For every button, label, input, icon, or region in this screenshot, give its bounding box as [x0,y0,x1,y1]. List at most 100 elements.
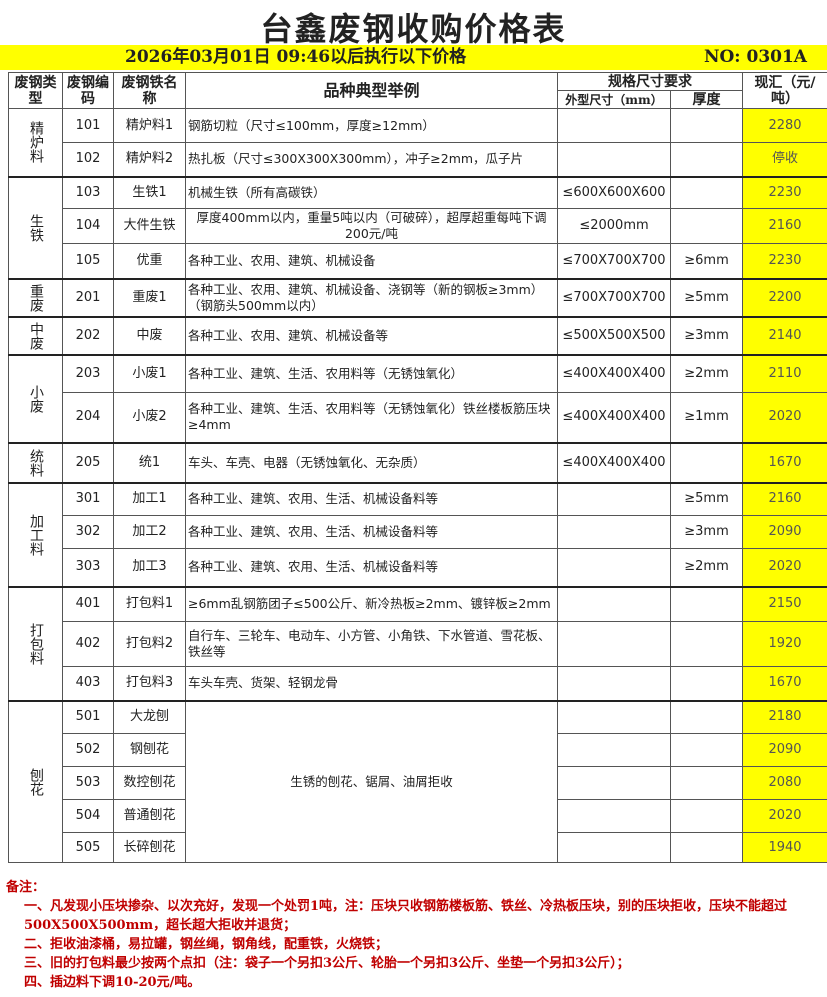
table-row: 402 打包料2 自行车、三轮车、电动车、小方管、小角铁、下水管道、雪花板、铁丝等 1… [9,621,827,667]
item-desc: 厚度400mm以内，重量5吨以内（可破碎），超厚超重每吨下调200元/吨 [185,208,558,244]
outer-size [557,666,671,701]
price-value: 2200 [742,277,827,317]
thickness: ≥1mm [670,392,743,443]
outer-size [557,548,671,587]
table-row: 打包料 401 打包料1 ≥6mm乱钢筋团子≤500公斤、新冷热板≥2mm、镀锌板≥2… [8,585,827,701]
thickness: ≥3mm [670,515,743,549]
outer-size [557,733,671,767]
item-name: 打包料1 [113,585,186,622]
price-value: 2230 [742,243,827,279]
notes-title: 备注： [6,880,46,895]
item-desc: 各种工业、建筑、农用、生活、机械设备料等 [185,548,558,587]
price-value: 2020 [742,548,827,587]
note-2: 二、拒收油漆桶，易拉罐，钢丝绳，钢角线，配重铁，火烧铁； [24,937,389,952]
thickness: ≥2mm [670,353,743,393]
item-desc: 各种工业、建筑、农用、生活、机械设备料等 [185,515,558,549]
table-row: 刨花 501 大龙刨 生锈的刨花、锯屑、油屑拒收 2180 [8,699,827,863]
table-row: 中废 202 中废 各种工业、农用、建筑、机械设备等 ≤500X500X500 ≥3mm 2… [8,315,827,355]
item-desc: 钢筋切粒（尺寸≤100mm，厚度≥12mm） [185,108,558,143]
item-name: 优重 [113,243,186,279]
table-row: 生铁 103 生铁1 机械生铁（所有高碳铁） ≤600X600X600 2230 [8,175,827,279]
price-value: 2180 [742,699,827,734]
thickness: ≥6mm [670,243,743,279]
thickness [670,441,743,483]
effective-date: 2026年03月01日 09:46以后执行以下价格 [125,47,467,67]
table-row: 403 打包料3 车头车壳、货架、轻钢龙骨 1670 [9,666,827,701]
item-code: 503 [62,766,114,800]
item-name: 大龙刨 [113,699,186,734]
item-code: 504 [62,799,114,833]
item-desc: 各种工业、农用、建筑、机械设备 [185,243,558,279]
outer-size [557,621,671,667]
outer-size [557,142,671,177]
thickness [670,733,743,767]
thickness: ≥2mm [670,548,743,587]
item-name: 打包料2 [113,621,186,667]
price-table: 废钢类型 废钢编码 废钢铁名称 品种典型举例 规格尺寸要求 现汇（元/吨） 外型… [8,72,827,863]
thickness [670,832,743,863]
item-name: 普通刨花 [113,799,186,833]
category-label: 小废 [8,353,63,443]
item-desc: 车头、车壳、电器（无锈蚀氧化、无杂质） [185,441,558,483]
item-code: 201 [62,277,114,317]
thickness [670,585,743,622]
outer-size [557,481,671,516]
table-row: 502 钢刨花 2090 [9,733,827,767]
header-desc: 品种典型举例 [185,72,558,109]
price-value: 1670 [742,441,827,483]
item-name: 打包料3 [113,666,186,701]
item-code: 502 [62,733,114,767]
thickness [670,175,743,209]
thickness [670,699,743,734]
header-code: 废钢编码 [62,72,114,109]
page-title: 台鑫废钢收购价格表 [260,10,567,48]
item-code: 203 [62,353,114,393]
item-name: 钢刨花 [113,733,186,767]
item-name: 加工2 [113,515,186,549]
item-code: 501 [62,699,114,734]
table-row: 加工料 301 加工1 各种工业、建筑、农用、生活、机械设备料等 ≥5mm 2160 [8,481,827,587]
table-row: 303 加工3 各种工业、建筑、农用、生活、机械设备料等 ≥2mm 2020 [9,548,827,587]
outer-size [557,108,671,143]
thickness [670,799,743,833]
outer-size [557,699,671,734]
item-code: 301 [62,481,114,516]
price-value: 2230 [742,175,827,209]
item-name: 加工3 [113,548,186,587]
category-label: 中废 [8,315,63,355]
item-code: 505 [62,832,114,863]
category-label: 打包料 [8,585,63,701]
item-code: 401 [62,585,114,622]
outer-size [557,832,671,863]
table-row: 102 精炉料2 热扎板（尺寸≤300X300X300mm），冲子≥2mm，瓜子片 停… [9,142,827,177]
item-name: 大件生铁 [113,208,186,244]
item-name: 重废1 [113,277,186,317]
header-outer-size: 外型尺寸（mm） [557,90,671,109]
table-row: 105 优重 各种工业、农用、建筑、机械设备 ≤700X700X700 ≥6mm 2230 [9,243,827,279]
header-name: 废钢铁名称 [113,72,186,109]
category-label: 加工料 [8,481,63,587]
outer-size [557,515,671,549]
note-3: 三、旧的打包料最少按两个点扣（注：袋子一个另扣3公斤、轮胎一个另扣3公斤、坐垫一… [24,956,630,971]
thickness [670,766,743,800]
item-code: 303 [62,548,114,587]
outer-size [557,585,671,622]
price-value: 2090 [742,733,827,767]
outer-size: ≤400X400X400 [557,392,671,443]
item-desc: 车头车壳、货架、轻钢龙骨 [185,666,558,701]
outer-size: ≤400X400X400 [557,353,671,393]
thickness [670,108,743,143]
price-value: 1920 [742,621,827,667]
price-value: 2020 [742,799,827,833]
item-code: 302 [62,515,114,549]
outer-size: ≤2000mm [557,208,671,244]
item-desc: ≥6mm乱钢筋团子≤500公斤、新冷热板≥2mm、镀锌板≥2mm [185,585,558,622]
item-name: 精炉料2 [113,142,186,177]
table-row: 104 大件生铁 厚度400mm以内，重量5吨以内（可破碎），超厚超重每吨下调200… [9,208,827,244]
thickness: ≥5mm [670,481,743,516]
price-value: 2110 [742,353,827,393]
outer-size: ≤700X700X700 [557,243,671,279]
price-value: 2090 [742,515,827,549]
category-label: 统料 [8,441,63,483]
thickness [670,666,743,701]
